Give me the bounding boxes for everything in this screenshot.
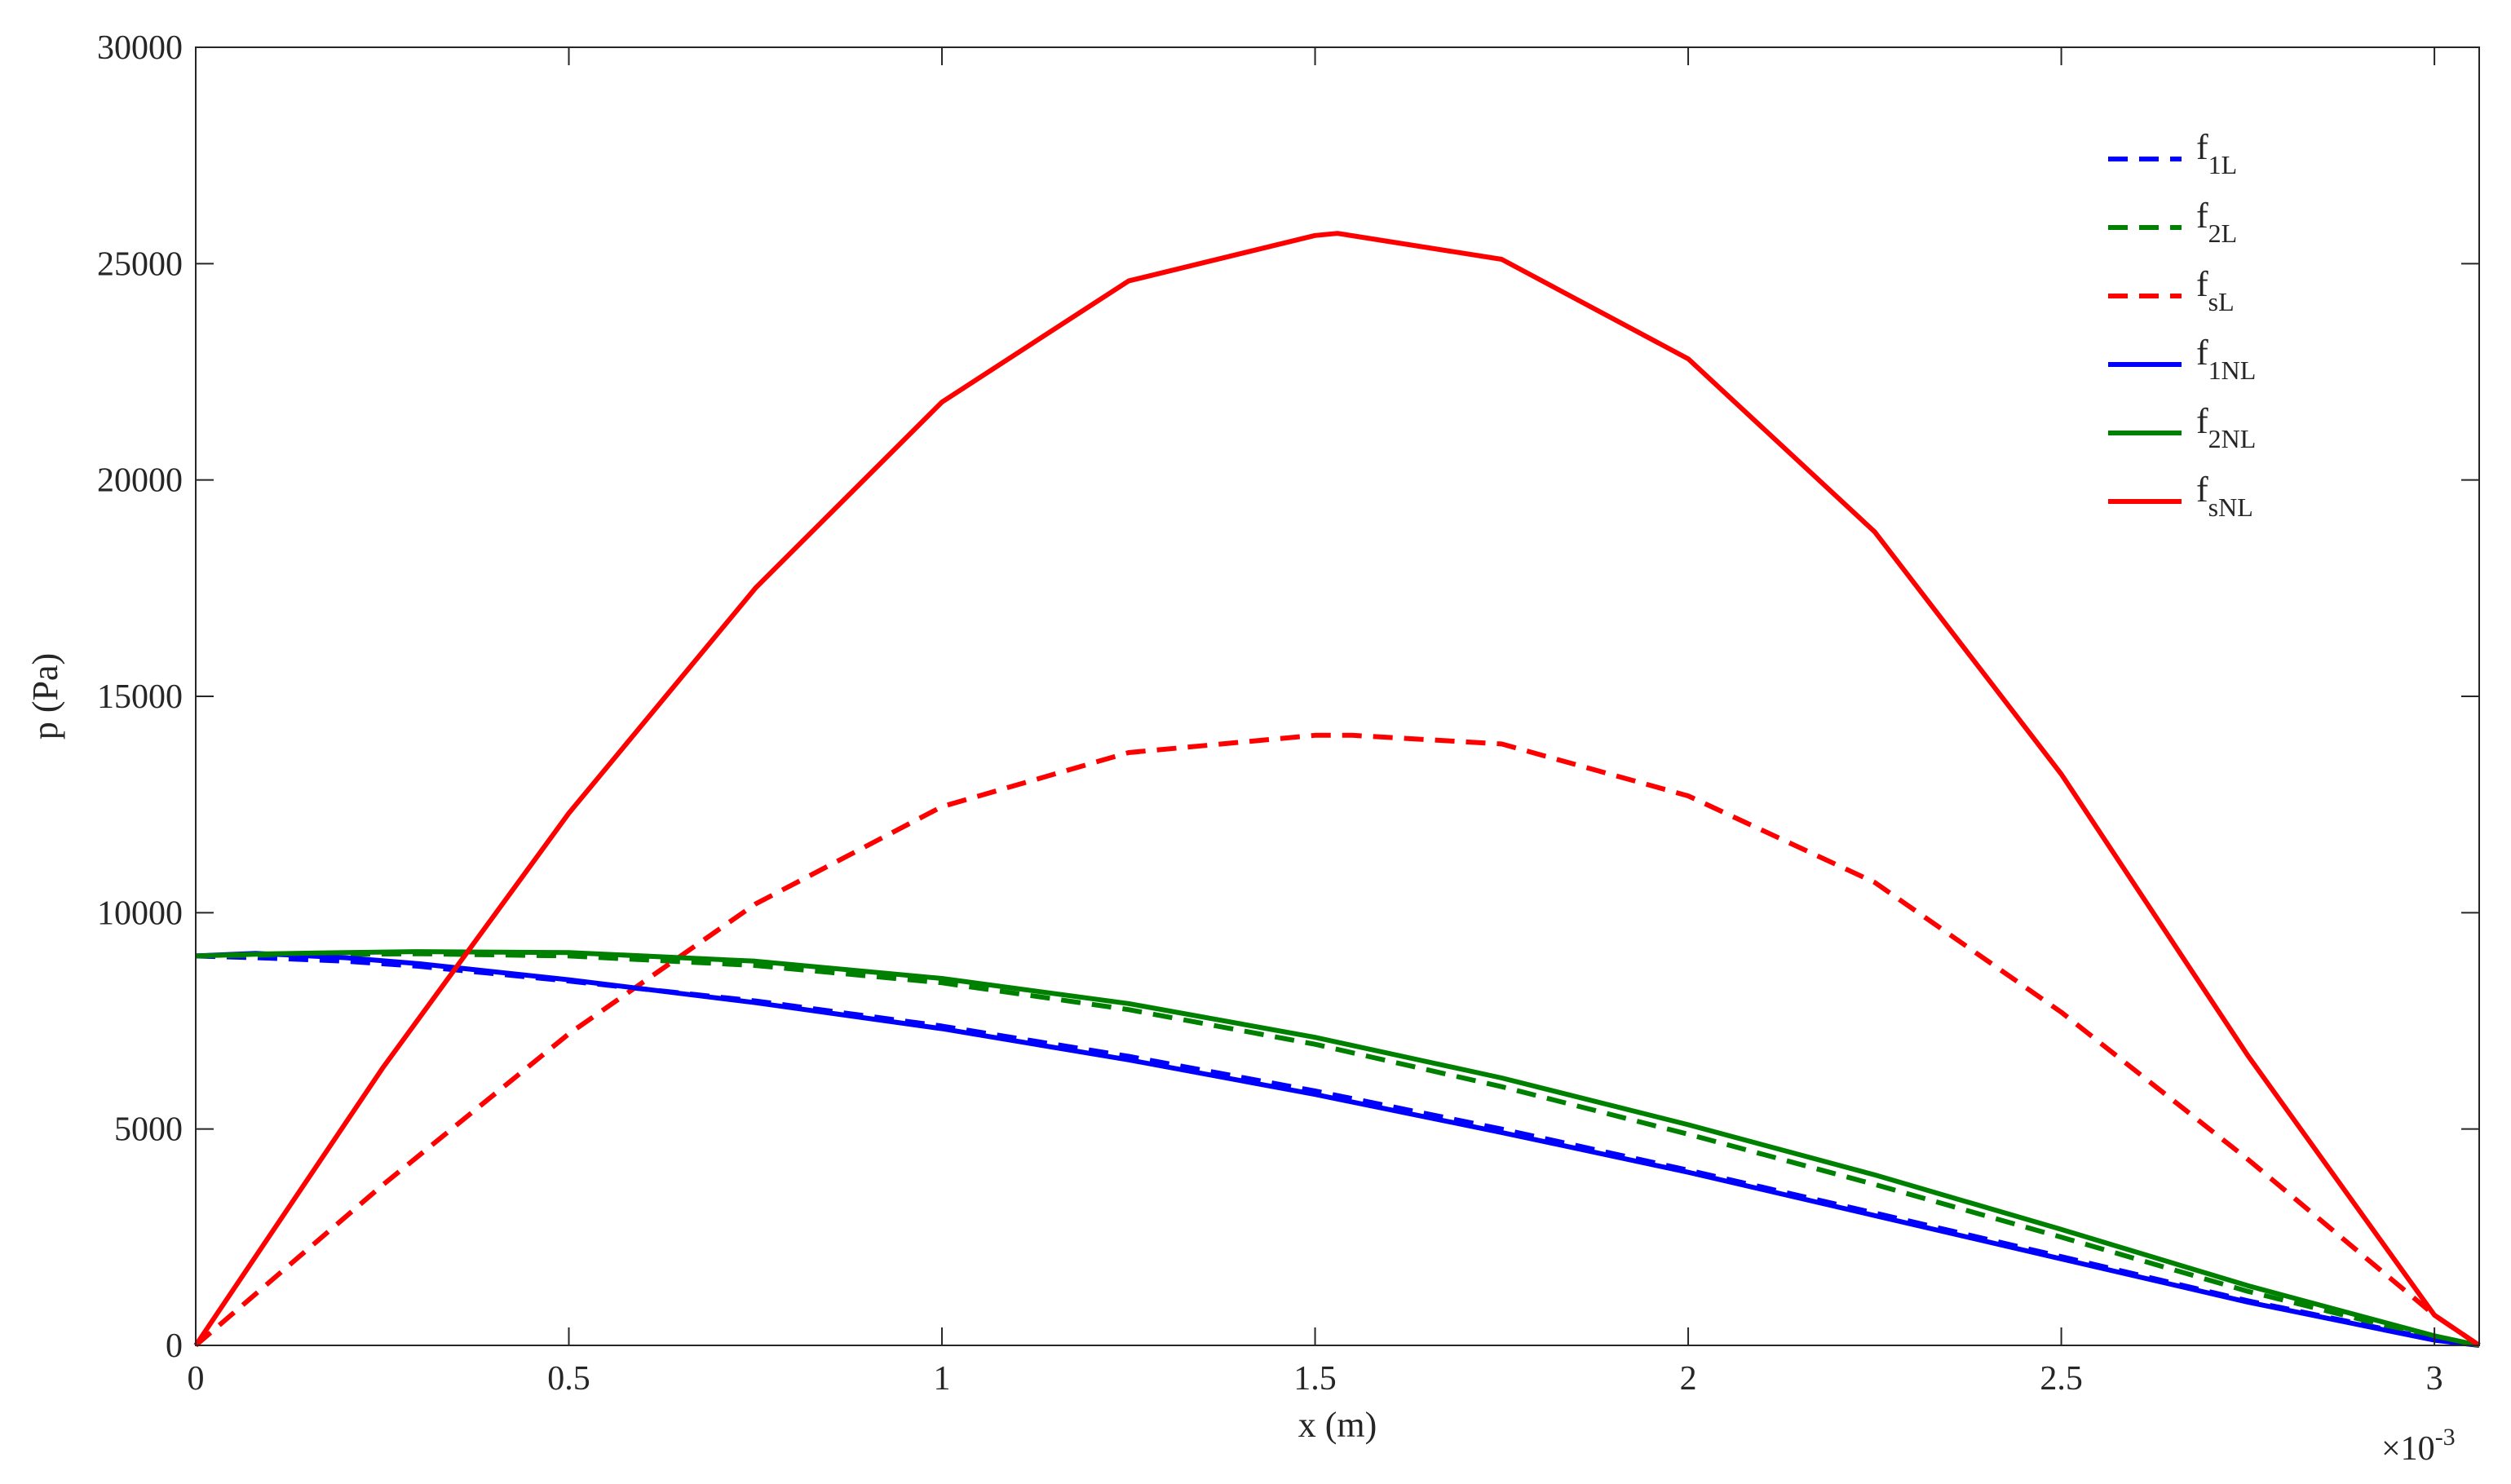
x-tick-label: 2.5 bbox=[2040, 1360, 2083, 1398]
x-tick-label: 2 bbox=[1680, 1360, 1697, 1398]
legend-label-main: f bbox=[2196, 470, 2208, 510]
legend-label-f1NL: f1NL bbox=[2196, 333, 2256, 385]
y-tick-label: 0 bbox=[166, 1327, 183, 1365]
legend-label-main: f bbox=[2196, 196, 2208, 236]
series-line-fsL bbox=[194, 732, 2481, 1348]
y-tick-label: 5000 bbox=[114, 1111, 183, 1149]
legend-label-f2NL: f2NL bbox=[2196, 401, 2256, 453]
legend-label-fsL: fsL bbox=[2196, 264, 2235, 316]
y-tick-label: 25000 bbox=[97, 245, 183, 283]
legend-label-main: f bbox=[2196, 264, 2208, 304]
series-line-f1NL bbox=[195, 951, 2480, 1348]
y-tick-label: 30000 bbox=[97, 29, 183, 67]
y-tick-label: 10000 bbox=[97, 894, 183, 932]
x-tick-label: 3 bbox=[2426, 1360, 2443, 1398]
labels-layer: x (m) p (Pa) ×10-3 bbox=[25, 653, 2456, 1468]
series-line-fsNL bbox=[193, 231, 2481, 1348]
legend-label-sub: sL bbox=[2208, 287, 2235, 316]
legend-label-sub: 2NL bbox=[2208, 424, 2257, 453]
legend-label-fsNL: fsNL bbox=[2196, 470, 2253, 522]
series-line-f2NL bbox=[195, 949, 2480, 1348]
legend-label-sub: 2L bbox=[2208, 219, 2238, 248]
legend-label-f2L: f2L bbox=[2196, 196, 2237, 248]
x-tick-label: 0 bbox=[188, 1360, 205, 1398]
legend-label-sub: 1NL bbox=[2208, 356, 2257, 385]
x-multiplier-base: ×10 bbox=[2381, 1430, 2435, 1468]
legend-label-sub: sNL bbox=[2208, 492, 2253, 522]
series-layer bbox=[193, 231, 2481, 1348]
legend-label-main: f bbox=[2196, 127, 2208, 167]
legend-label-main: f bbox=[2196, 333, 2208, 373]
legend-label-sub: 1L bbox=[2208, 150, 2238, 179]
legend-label-main: f bbox=[2196, 401, 2208, 441]
x-axis-multiplier: ×10-3 bbox=[2381, 1424, 2456, 1468]
x-multiplier-exponent: -3 bbox=[2435, 1424, 2456, 1451]
legend-label-f1L: f1L bbox=[2196, 127, 2237, 179]
ticks-layer: 0 0.5 1 1.5 2 2.5 3 0 5000 10000 15000 20000 25000 30… bbox=[97, 29, 2479, 1398]
y-tick-label: 15000 bbox=[97, 678, 183, 716]
x-tick-label: 1.5 bbox=[1293, 1360, 1337, 1398]
x-axis-label: x (m) bbox=[1298, 1405, 1377, 1445]
x-tick-label: 0.5 bbox=[547, 1360, 590, 1398]
y-axis-label: p (Pa) bbox=[25, 653, 65, 740]
y-tick-label: 20000 bbox=[97, 462, 183, 500]
x-tick-label: 1 bbox=[934, 1360, 951, 1398]
